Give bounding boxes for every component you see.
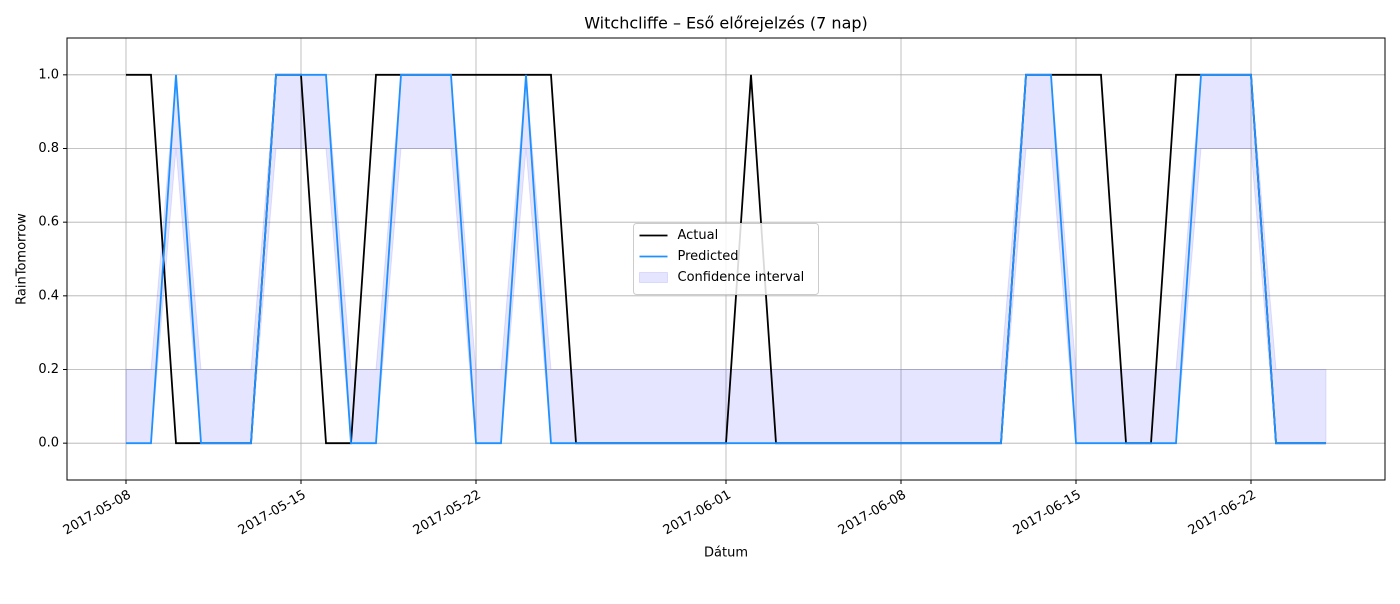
legend-label: Actual (678, 228, 719, 243)
y-tick-label: 0.6 (38, 215, 59, 230)
y-tick-label: 1.0 (38, 67, 59, 82)
x-axis-label: Dátum (704, 546, 748, 561)
legend-swatch (639, 272, 668, 283)
y-tick-label: 0.4 (38, 288, 59, 303)
confidence-band (125, 74, 1327, 444)
legend-label: Confidence interval (678, 270, 805, 285)
chart-title: Witchcliffe – Eső előrejelzés (7 nap) (584, 14, 868, 33)
y-tick-label: 0.0 (38, 436, 59, 451)
legend-label: Predicted (678, 249, 739, 264)
legend-box (633, 223, 819, 295)
plot-frame (66, 37, 1386, 481)
y-tick-label: 0.2 (38, 362, 59, 377)
y-axis-label: RainTomorrow (15, 213, 30, 305)
y-tick-label: 0.8 (38, 141, 59, 156)
series-line (125, 73, 1327, 445)
